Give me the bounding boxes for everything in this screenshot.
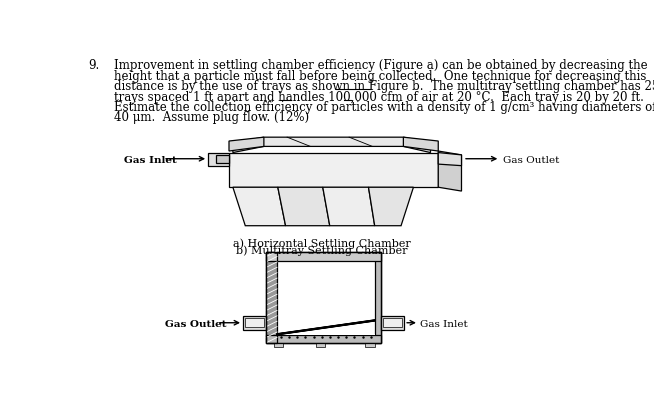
Text: 40 μm.  Assume plug flow. (12%): 40 μm. Assume plug flow. (12%) xyxy=(114,111,309,125)
Polygon shape xyxy=(233,187,286,226)
Polygon shape xyxy=(278,187,330,226)
Bar xyxy=(266,252,381,343)
Text: distance is by the use of trays as shown in Figure b.  The multitray settling ch: distance is by the use of trays as shown… xyxy=(114,80,654,93)
Text: b) Multitray Settling Chamber: b) Multitray Settling Chamber xyxy=(236,246,407,256)
Text: Gas Outlet: Gas Outlet xyxy=(165,320,227,329)
Polygon shape xyxy=(208,153,229,166)
Bar xyxy=(381,316,404,330)
Polygon shape xyxy=(229,153,438,187)
Polygon shape xyxy=(404,137,438,151)
Text: Gas Inlet: Gas Inlet xyxy=(421,320,468,329)
Bar xyxy=(316,343,325,347)
Bar xyxy=(266,252,277,343)
Polygon shape xyxy=(216,155,229,163)
Text: a) Horizontal Settling Chamber: a) Horizontal Settling Chamber xyxy=(233,238,411,249)
Text: trays spaced 1 ft apart and handles 100,000 cfm of air at 20 °C.  Each tray is 2: trays spaced 1 ft apart and handles 100,… xyxy=(114,91,644,104)
Polygon shape xyxy=(233,137,430,153)
Bar xyxy=(366,343,375,347)
Bar xyxy=(375,252,381,343)
Bar xyxy=(266,252,277,343)
Polygon shape xyxy=(368,187,413,226)
Polygon shape xyxy=(438,153,462,166)
Text: Improvement in settling chamber efficiency (Figure a) can be obtained by decreas: Improvement in settling chamber efficien… xyxy=(114,59,648,72)
Text: Estimate the collection efficiency of particles with a density of 1 g/cm³ having: Estimate the collection efficiency of pa… xyxy=(114,101,654,114)
Bar xyxy=(383,318,402,327)
Bar xyxy=(266,252,381,261)
Polygon shape xyxy=(438,151,462,191)
Bar xyxy=(266,335,381,343)
Bar xyxy=(243,316,266,330)
Text: Gas Inlet: Gas Inlet xyxy=(124,155,177,165)
Text: height that a particle must fall before being collected.  One technique for decr: height that a particle must fall before … xyxy=(114,70,647,83)
Text: 9.: 9. xyxy=(88,59,99,72)
Bar xyxy=(245,318,264,327)
Bar xyxy=(274,343,283,347)
Bar xyxy=(266,252,381,343)
Polygon shape xyxy=(323,187,375,226)
Polygon shape xyxy=(229,137,264,151)
Text: Gas Outlet: Gas Outlet xyxy=(502,155,559,165)
Bar xyxy=(277,334,375,335)
